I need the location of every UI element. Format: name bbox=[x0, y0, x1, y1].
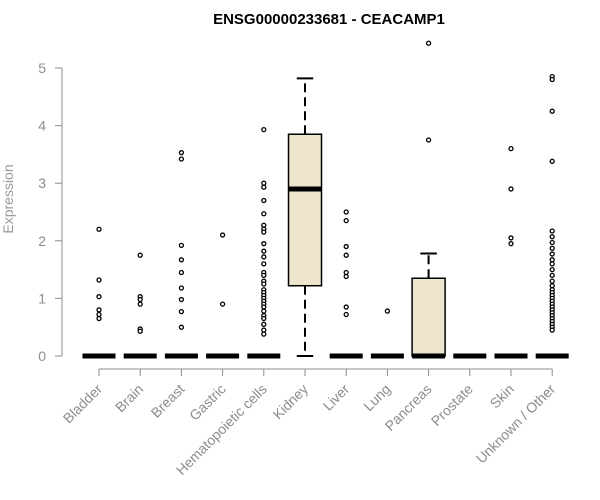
y-tick-label: 4 bbox=[38, 118, 46, 134]
outlier-point bbox=[261, 248, 267, 254]
outlier-point bbox=[343, 217, 349, 224]
outlier-point bbox=[261, 281, 267, 287]
box-series bbox=[82, 40, 569, 359]
box-body bbox=[411, 277, 446, 357]
box-group bbox=[535, 73, 569, 359]
box-group bbox=[82, 226, 116, 359]
outlier-point bbox=[549, 239, 555, 246]
outlier-point bbox=[261, 211, 267, 217]
box-group bbox=[411, 40, 446, 359]
outlier-point bbox=[384, 308, 391, 314]
outlier-point bbox=[261, 184, 267, 190]
box-group bbox=[287, 77, 323, 357]
outlier-point bbox=[549, 108, 555, 114]
y-axis-label: Expression bbox=[0, 164, 16, 233]
y-tick-label: 5 bbox=[38, 60, 46, 76]
outlier-point bbox=[178, 296, 185, 303]
x-tick-label: Bladder bbox=[60, 381, 106, 427]
outlier-point bbox=[549, 76, 555, 83]
outlier-point bbox=[549, 272, 555, 279]
outlier-point bbox=[137, 296, 143, 303]
outlier-point bbox=[178, 150, 185, 156]
x-tick-label: Brain bbox=[112, 381, 146, 415]
outlier-point bbox=[178, 324, 185, 330]
outlier-point bbox=[549, 261, 555, 267]
outlier-point bbox=[508, 241, 514, 247]
outlier-point bbox=[261, 321, 267, 327]
outlier-point bbox=[343, 209, 349, 215]
box-group bbox=[123, 252, 157, 359]
outlier-point bbox=[96, 294, 102, 300]
y-tick-label: 1 bbox=[38, 290, 46, 306]
outlier-point bbox=[219, 232, 226, 238]
outlier-point bbox=[549, 251, 555, 257]
outlier-point bbox=[261, 331, 267, 337]
outlier-point bbox=[178, 242, 185, 249]
outlier-point bbox=[96, 277, 102, 283]
x-tick-label: Lung bbox=[360, 381, 393, 414]
box-group bbox=[164, 150, 198, 359]
outlier-point bbox=[549, 234, 555, 240]
box-group bbox=[247, 126, 281, 359]
outlier-point bbox=[96, 315, 102, 322]
outlier-point bbox=[178, 257, 185, 263]
outlier-point bbox=[549, 327, 555, 333]
x-tick-label: Kidney bbox=[270, 381, 312, 423]
outlier-point bbox=[425, 137, 432, 143]
outlier-point bbox=[261, 308, 267, 314]
outlier-point bbox=[261, 126, 267, 133]
x-tick-label: Breast bbox=[148, 381, 188, 421]
outlier-point bbox=[549, 278, 555, 284]
outlier-point bbox=[178, 156, 185, 162]
outlier-point bbox=[343, 252, 349, 258]
box-group bbox=[329, 209, 363, 359]
outlier-point bbox=[137, 328, 143, 334]
y-tick-label: 2 bbox=[38, 233, 46, 249]
chart-title: ENSG00000233681 - CEACAMP1 bbox=[213, 11, 445, 28]
outlier-point bbox=[508, 186, 514, 192]
x-tick-label: Skin bbox=[487, 381, 518, 412]
outlier-point bbox=[549, 245, 555, 251]
y-axis: 0 1 2 3 4 5 bbox=[38, 60, 63, 364]
outlier-point bbox=[343, 311, 349, 318]
y-tick-label: 0 bbox=[38, 348, 46, 364]
x-tick-label: Liver bbox=[320, 381, 353, 414]
outlier-point bbox=[425, 40, 432, 46]
x-tick-label: Prostate bbox=[428, 381, 476, 429]
outlier-point bbox=[549, 158, 555, 164]
box-group bbox=[370, 308, 404, 359]
outlier-point bbox=[261, 254, 267, 260]
outlier-point bbox=[178, 269, 185, 276]
outlier-point bbox=[178, 285, 185, 291]
outlier-point bbox=[549, 228, 555, 234]
outlier-point bbox=[549, 266, 555, 273]
outlier-point bbox=[343, 243, 349, 250]
outlier-point bbox=[178, 308, 185, 315]
outlier-point bbox=[508, 235, 514, 241]
outlier-point bbox=[261, 241, 267, 247]
outlier-point bbox=[508, 145, 514, 152]
box-group bbox=[494, 145, 528, 359]
outlier-point bbox=[343, 273, 349, 280]
box-group bbox=[206, 232, 240, 359]
box-body bbox=[287, 133, 323, 287]
outlier-point bbox=[261, 261, 267, 267]
outlier-point bbox=[261, 315, 267, 322]
outlier-point bbox=[96, 307, 102, 313]
outlier-point bbox=[261, 272, 267, 279]
outlier-point bbox=[261, 197, 267, 204]
outlier-point bbox=[219, 301, 226, 307]
outlier-point bbox=[343, 304, 349, 310]
outlier-point bbox=[137, 301, 143, 307]
outlier-point bbox=[137, 252, 143, 258]
y-tick-label: 3 bbox=[38, 175, 46, 191]
outlier-point bbox=[261, 229, 267, 235]
outlier-point bbox=[96, 226, 102, 232]
